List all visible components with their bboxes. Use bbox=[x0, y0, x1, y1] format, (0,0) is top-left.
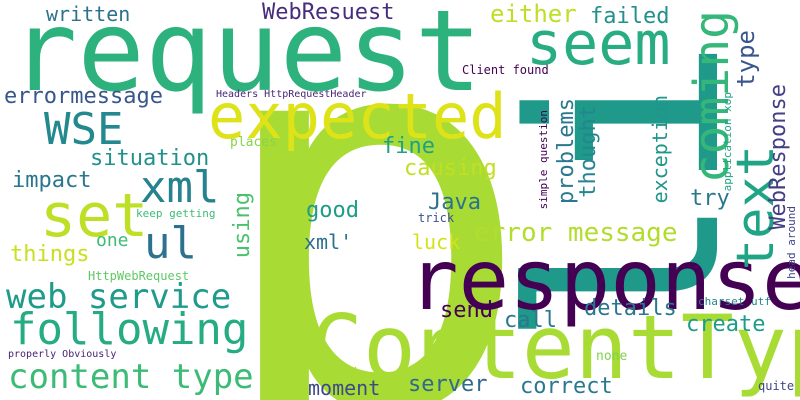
word-none: none bbox=[596, 349, 628, 364]
word-try: try bbox=[690, 186, 730, 211]
word-contenttype: ContentType bbox=[310, 296, 800, 399]
word-one: one bbox=[96, 230, 129, 251]
word-quite: quite bbox=[758, 379, 795, 393]
word-headers-httprequestheader: Headers HttpRequestHeader bbox=[216, 89, 367, 100]
word-problems: problems bbox=[554, 98, 579, 204]
word-luck: luck bbox=[412, 230, 461, 254]
word-set: set bbox=[40, 181, 149, 251]
word-things: things bbox=[10, 242, 90, 267]
word-charset-utf: charset utf bbox=[698, 295, 771, 308]
word-simple-question: simple question bbox=[537, 110, 550, 210]
word-xml-quote: xml' bbox=[304, 230, 353, 254]
word-error-message: error message bbox=[474, 218, 678, 248]
word-properly-obviously: properly Obviously bbox=[8, 349, 117, 360]
word-moment: moment bbox=[308, 376, 381, 400]
word-exception: exception bbox=[648, 95, 672, 204]
word-written: written bbox=[46, 2, 131, 26]
word-good: good bbox=[306, 198, 359, 223]
word-fine: fine bbox=[382, 134, 435, 159]
word-response: response bbox=[408, 231, 800, 329]
word-head-around: head around bbox=[785, 206, 798, 279]
word-using: using bbox=[230, 192, 255, 259]
word-send: send bbox=[440, 298, 493, 323]
word-application-xop: application xop bbox=[721, 92, 734, 192]
word-following: following bbox=[10, 304, 249, 355]
word-xml: xml bbox=[140, 162, 220, 213]
word-java: Java bbox=[428, 190, 481, 215]
word-create: create bbox=[686, 312, 766, 337]
word-causing: causing bbox=[404, 156, 497, 181]
word-expected: expected bbox=[208, 80, 507, 153]
word-correct: correct bbox=[520, 374, 613, 399]
word-content-type: content type bbox=[8, 357, 254, 397]
word-thought: thought bbox=[576, 105, 601, 198]
word-either: either bbox=[490, 0, 577, 28]
word-server: server bbox=[408, 372, 488, 397]
word-impact: impact bbox=[12, 168, 92, 193]
word-wse: WSE bbox=[44, 104, 124, 155]
word-webresuest: WebResuest bbox=[262, 0, 395, 25]
word-failed: failed bbox=[590, 4, 670, 29]
word-seem: seem bbox=[526, 9, 671, 79]
word-situation: situation bbox=[90, 146, 210, 171]
word-httpwebrequest: HttpWebRequest bbox=[88, 269, 190, 283]
word-errormessage: errormessage bbox=[4, 84, 163, 109]
word-type: type bbox=[732, 30, 760, 88]
word-details: details bbox=[584, 296, 677, 321]
word-ul: ul bbox=[144, 218, 197, 269]
word-places: places bbox=[230, 135, 277, 150]
word-web-service: web service bbox=[6, 277, 232, 317]
word-call: call bbox=[504, 308, 557, 333]
word-trick: trick bbox=[418, 211, 455, 225]
word-p: p bbox=[210, 0, 536, 400]
word-keep-getting: keep getting bbox=[136, 207, 216, 220]
word-request: request bbox=[10, 0, 483, 117]
word-client-found: Client found bbox=[462, 63, 549, 77]
